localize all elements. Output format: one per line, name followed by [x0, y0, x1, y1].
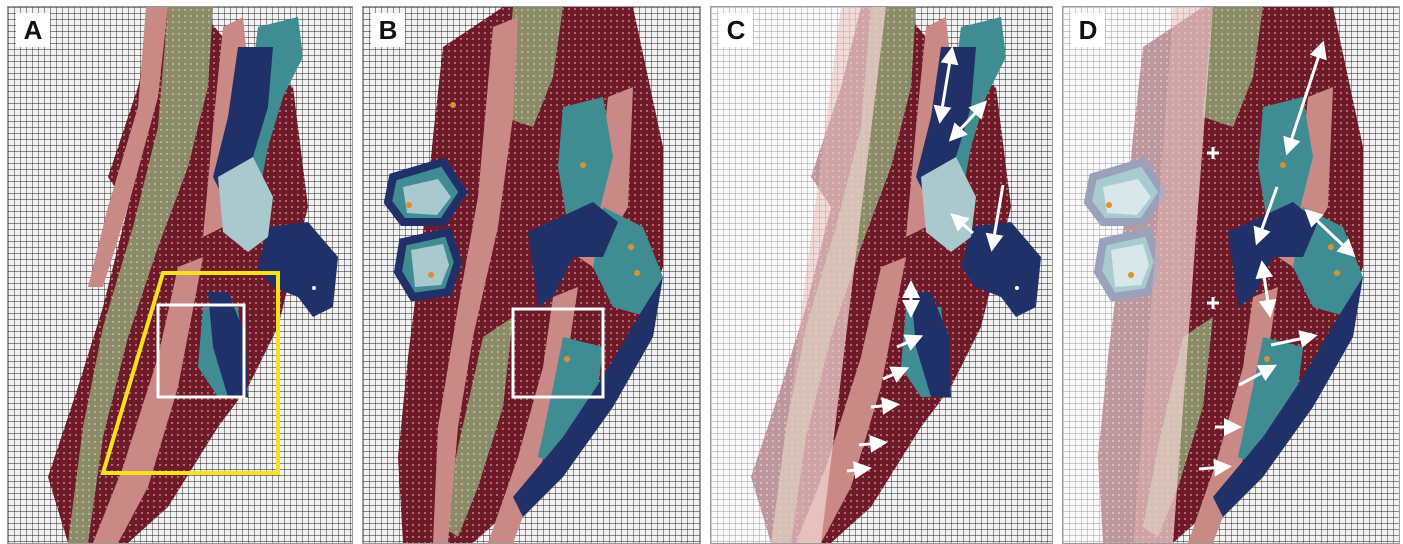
white-arrow-icon	[882, 366, 910, 383]
panel-c-drawing	[711, 7, 1052, 543]
white-dot	[312, 286, 316, 290]
white-arrow-icon	[1198, 458, 1232, 477]
orange-mark	[564, 356, 570, 362]
fade-overlay	[1063, 7, 1173, 543]
tissue-pink	[88, 7, 248, 543]
tissue-navy	[208, 47, 338, 397]
tissue-navy-core	[1213, 202, 1363, 517]
orange-mark	[1106, 202, 1112, 208]
panel-d: D	[1062, 6, 1400, 544]
white-arrow-icon	[1253, 186, 1279, 246]
white-arrow-icon	[896, 334, 924, 351]
tissue-light-blue	[403, 179, 451, 287]
white-box	[156, 303, 246, 399]
orange-mark	[634, 270, 640, 276]
tissue-navy	[383, 157, 468, 302]
white-arrows	[846, 46, 1005, 480]
blade-overlay	[771, 7, 886, 543]
white-double-arrow-icon	[1255, 260, 1277, 318]
white-double-arrow-icon	[1283, 40, 1327, 156]
white-double-arrow-icon	[933, 46, 959, 124]
panel-label-a: A	[16, 13, 50, 47]
panel-a: A	[7, 6, 353, 544]
orange-mark	[1328, 244, 1334, 250]
orange-mark	[406, 202, 412, 208]
panel-a-drawing	[8, 7, 352, 543]
tissue-navy-core	[513, 202, 663, 517]
orange-mark	[580, 162, 586, 168]
white-arrows	[1198, 40, 1356, 477]
fade-overlay	[711, 7, 841, 543]
tissue-olive	[443, 7, 563, 537]
panel-label-c: C	[719, 13, 753, 47]
yellow-trapezoid	[100, 271, 280, 475]
orange-mark	[1264, 356, 1270, 362]
white-cross-icon	[1207, 147, 1219, 159]
white-arrow-icon	[1238, 364, 1277, 387]
orange-mark	[628, 244, 634, 250]
orange-mark	[1128, 272, 1134, 278]
white-arrow-icon	[870, 396, 900, 415]
panel-d-drawing	[1063, 7, 1399, 543]
white-cross-icon	[1207, 297, 1219, 309]
panel-c: C	[710, 6, 1053, 544]
panel-label-b: B	[371, 13, 405, 47]
panel-b-drawing	[363, 7, 700, 543]
white-arrow-icon	[950, 213, 974, 235]
panel-b: B	[362, 6, 701, 544]
white-box	[511, 307, 605, 399]
orange-mark	[428, 272, 434, 278]
white-double-arrow-icon	[1304, 208, 1356, 258]
white-arrow-icon	[858, 434, 888, 453]
orange-mark	[1334, 270, 1340, 276]
panel-label-d: D	[1071, 13, 1105, 47]
orange-mark	[1280, 162, 1286, 168]
tissue-navy	[911, 47, 1041, 397]
orange-mark	[450, 102, 456, 108]
white-arrow-icon	[985, 184, 1005, 252]
tissue-olive	[68, 7, 213, 543]
white-dot	[1015, 286, 1019, 290]
white-double-arrow-icon	[948, 100, 988, 142]
tissue-light-blue	[218, 157, 273, 252]
white-arrow-icon	[846, 461, 872, 480]
tissue-pink	[433, 17, 633, 543]
blade-overlay	[1133, 7, 1213, 543]
white-arrow-icon	[1270, 330, 1318, 348]
